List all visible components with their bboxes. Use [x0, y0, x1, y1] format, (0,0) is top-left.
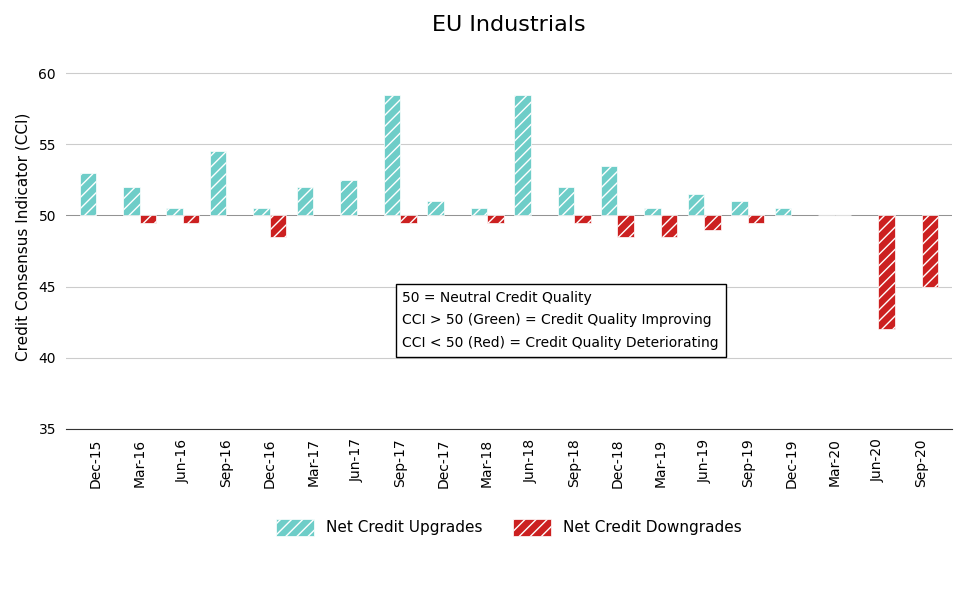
Bar — [922, 215, 938, 287]
Bar — [123, 187, 139, 215]
Bar — [487, 215, 504, 223]
Bar — [210, 151, 226, 215]
Bar — [601, 165, 618, 215]
Bar — [618, 215, 634, 237]
Bar — [574, 215, 591, 223]
Bar — [183, 215, 199, 223]
Bar — [471, 208, 487, 215]
Bar — [427, 201, 444, 215]
Bar — [878, 215, 894, 329]
Legend: Net Credit Upgrades, Net Credit Downgrades: Net Credit Upgrades, Net Credit Downgrad… — [276, 518, 742, 536]
Bar — [688, 194, 704, 215]
Bar — [400, 215, 417, 223]
Bar — [644, 208, 660, 215]
Bar — [704, 215, 720, 229]
Bar — [731, 201, 747, 215]
Bar — [775, 208, 791, 215]
Bar — [747, 215, 764, 223]
Bar — [340, 180, 357, 215]
Text: 50 = Neutral Credit Quality
CCI > 50 (Green) = Credit Quality Improving
CCI < 50: 50 = Neutral Credit Quality CCI > 50 (Gr… — [402, 290, 719, 350]
Bar — [384, 95, 400, 215]
Bar — [79, 173, 96, 215]
Bar — [660, 215, 678, 237]
Y-axis label: Credit Consensus Indicator (CCI): Credit Consensus Indicator (CCI) — [15, 113, 30, 361]
Bar — [558, 187, 574, 215]
Bar — [514, 95, 531, 215]
Title: EU Industrials: EU Industrials — [432, 15, 586, 35]
Bar — [270, 215, 286, 237]
Bar — [139, 215, 156, 223]
Bar — [297, 187, 313, 215]
Bar — [166, 208, 183, 215]
Bar — [253, 208, 270, 215]
